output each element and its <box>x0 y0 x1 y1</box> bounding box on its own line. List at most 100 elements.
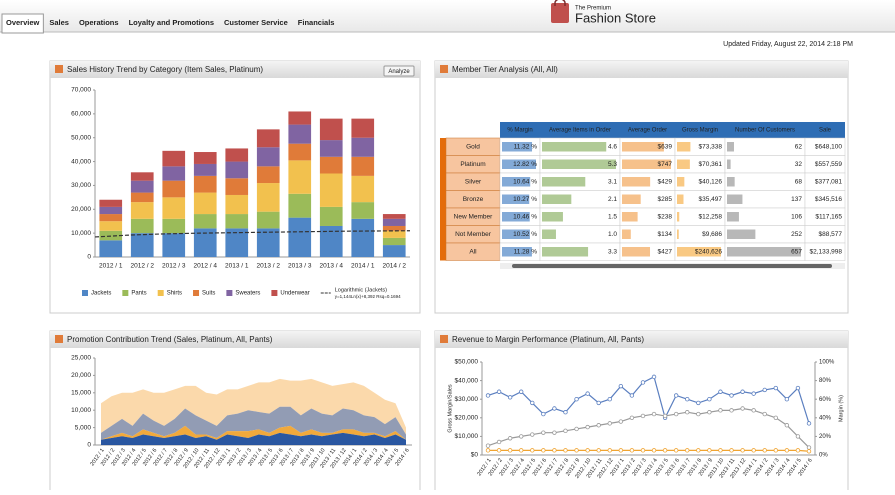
row-label[interactable]: New Member <box>454 213 493 220</box>
nav-tab[interactable]: Sales <box>49 18 69 27</box>
cell-value: 1.0 <box>608 231 617 238</box>
bar-segment <box>319 156 343 174</box>
line-point <box>585 448 590 453</box>
cell-value: $70,361 <box>699 161 723 168</box>
row-label[interactable]: Gold <box>466 143 480 150</box>
analyze-button[interactable] <box>383 65 415 77</box>
line-point <box>530 432 535 437</box>
panel-title: Promotion Contribution Trend (Sales, Pla… <box>67 335 273 344</box>
row-label[interactable]: Silver <box>465 178 482 185</box>
row-label[interactable]: Bronze <box>463 196 484 203</box>
bar-segment <box>99 214 123 222</box>
bar-segment <box>162 180 186 198</box>
column-header[interactable]: Gross Margin <box>682 128 718 134</box>
area <box>101 432 406 445</box>
legend-label: Pants <box>131 291 146 297</box>
data-bar <box>542 247 589 257</box>
legend-label: Underwear <box>280 291 309 297</box>
row-label[interactable]: All <box>469 248 477 255</box>
column-header[interactable]: Number Of Customers <box>735 128 795 134</box>
nav-tab[interactable]: Financials <box>298 18 335 27</box>
y2-tick-label: 20% <box>819 434 832 440</box>
nav-tab[interactable]: Customer Service <box>224 18 288 27</box>
nav-tab[interactable]: Operations <box>79 18 119 27</box>
y-tick-label: 5,000 <box>75 424 92 431</box>
line-point <box>740 448 745 453</box>
bar-segment <box>319 140 343 157</box>
bar-segment <box>319 225 343 257</box>
y-tick-label: $40,000 <box>455 377 479 384</box>
nav-tab[interactable]: Loyalty and Promotions <box>129 18 214 27</box>
area <box>101 378 406 435</box>
cell-value: 10.64 % <box>513 178 537 185</box>
x-tick-label: 2014 / 1 <box>351 263 375 270</box>
x-tick-label: 2012 / 2 <box>131 263 155 270</box>
scrollbar-thumb[interactable] <box>512 264 832 268</box>
table-cell <box>724 137 806 156</box>
data-bar <box>542 194 572 204</box>
y2-tick-label: 80% <box>819 378 832 384</box>
cell-value: $117,165 <box>815 213 842 220</box>
line-point <box>729 408 734 413</box>
cell-value: 32 <box>795 161 803 168</box>
y2-tick-label: 40% <box>819 415 832 421</box>
cell-value: $88,577 <box>819 231 843 238</box>
y-axis-label: Gross Margin/Sales <box>447 384 453 433</box>
bar-segment <box>351 175 375 203</box>
row-label[interactable]: Platinum <box>460 161 485 168</box>
cell-value: 10.27 % <box>513 196 537 203</box>
legend-swatch <box>157 290 164 296</box>
data-bar <box>542 212 563 222</box>
bar-segment <box>256 211 280 229</box>
bar-segment <box>130 202 154 219</box>
nav-tab-active[interactable] <box>1 13 44 34</box>
line-point <box>530 400 535 406</box>
line-point <box>707 448 712 453</box>
cell-value: $427 <box>658 248 673 255</box>
line-point <box>607 448 612 453</box>
data-bar <box>502 142 533 152</box>
cell-value: $2,133,998 <box>809 248 842 255</box>
data-bar <box>502 247 532 257</box>
bar-segment <box>225 214 249 229</box>
bar-segment <box>130 172 154 181</box>
data-bar <box>727 142 734 152</box>
line-point <box>574 397 579 402</box>
column-header[interactable]: Average Order <box>628 128 667 134</box>
line-point <box>519 434 524 439</box>
bar-segment <box>256 183 280 212</box>
line-point <box>795 448 801 453</box>
y-tick-label: 20,000 <box>71 372 91 379</box>
cell-value: 106 <box>791 213 802 220</box>
nav-tab[interactable]: Overview <box>6 18 40 27</box>
data-bar <box>542 229 556 239</box>
line-point <box>640 413 646 419</box>
line-point <box>519 389 524 394</box>
line-point <box>696 411 701 417</box>
data-bar <box>502 194 530 204</box>
line-point <box>507 448 513 453</box>
bar-segment <box>193 192 217 215</box>
bar-segment <box>382 225 406 231</box>
analyze-label[interactable]: Analyze <box>388 69 410 75</box>
bar-segment <box>130 218 154 234</box>
line-point <box>607 421 612 426</box>
line-point <box>795 434 801 439</box>
data-bar <box>727 247 801 257</box>
cell-value: 68 <box>795 178 803 185</box>
bar-segment <box>225 148 249 162</box>
column-header[interactable]: Sale <box>819 128 832 134</box>
bar-segment <box>225 178 249 195</box>
line-point <box>795 385 801 391</box>
line-point <box>519 448 524 453</box>
bar-segment <box>288 143 312 161</box>
updated-time: Updated Friday, August 22, 2014 2:18 PM <box>723 41 853 48</box>
column-header[interactable]: % Margin <box>507 128 532 134</box>
row-label[interactable]: Not Member <box>455 231 492 238</box>
panel-title: Member Tier Analysis (All, All) <box>452 65 558 74</box>
x-tick-label: 2012 / 4 <box>194 263 218 270</box>
column-header[interactable]: Average Items in Order <box>549 128 611 134</box>
line-point <box>673 448 679 453</box>
line-point <box>673 411 679 417</box>
